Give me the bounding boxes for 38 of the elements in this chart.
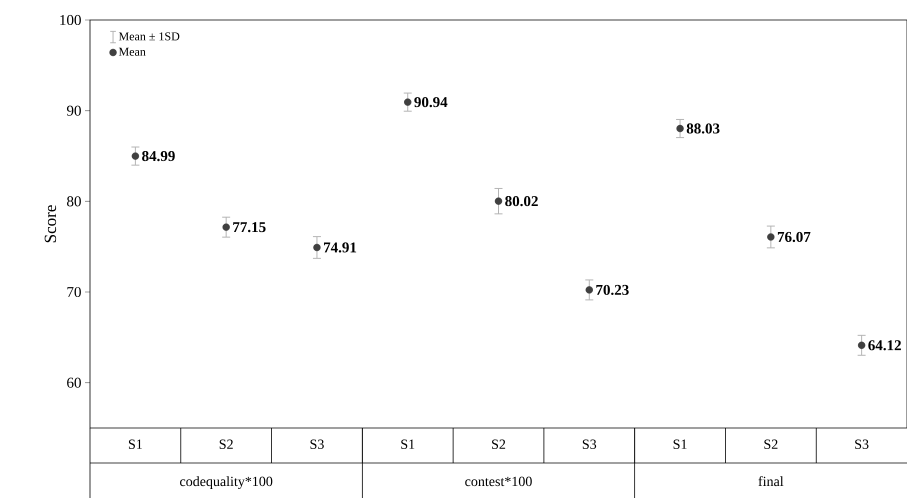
x-tick-label: S1 — [401, 440, 414, 449]
point — [676, 124, 684, 132]
text: final — [758, 476, 784, 486]
x-tick-label: S3 — [855, 440, 868, 449]
point — [767, 233, 775, 241]
data-label: 76.07 — [778, 232, 810, 242]
data-label: 84.99 — [142, 150, 175, 162]
x-tick-label: S2 — [220, 440, 233, 449]
point — [858, 342, 866, 350]
data-label: 74.91 — [324, 242, 356, 253]
data-label: 70.23 — [596, 284, 629, 296]
y-tick-label: 60 — [67, 378, 81, 388]
y-tick-label: 90 — [66, 106, 81, 116]
point — [494, 197, 502, 205]
legend-label: Mean — [118, 48, 146, 56]
x-tick-label: S3 — [582, 440, 596, 449]
y-tick-label: 80 — [67, 196, 81, 206]
annotation: Mean ± 1SD — [118, 32, 180, 40]
data-label: 90.94 — [414, 97, 448, 108]
x-tick-label: S1 — [128, 440, 142, 449]
point — [586, 286, 593, 294]
x-tick-label: S3 — [310, 440, 324, 449]
x-tick-label: S2 — [764, 440, 778, 449]
point — [404, 98, 412, 106]
x-tick-label: S2 — [492, 440, 506, 449]
data-label: 88.03 — [686, 123, 720, 134]
data-label: 64.12 — [868, 340, 901, 350]
y-tick-label: 100 — [60, 14, 81, 26]
x-tick-label: S1 — [674, 440, 687, 449]
text: codequality*100 — [180, 476, 272, 490]
point — [222, 223, 230, 231]
data-label: 80.02 — [505, 196, 538, 206]
text: contest*100 — [465, 476, 532, 486]
point — [132, 152, 140, 160]
point — [313, 244, 321, 252]
data-label: 77.15 — [233, 222, 266, 232]
y-tick-label: 70 — [67, 286, 81, 298]
y-axis-title: Score — [44, 205, 56, 242]
